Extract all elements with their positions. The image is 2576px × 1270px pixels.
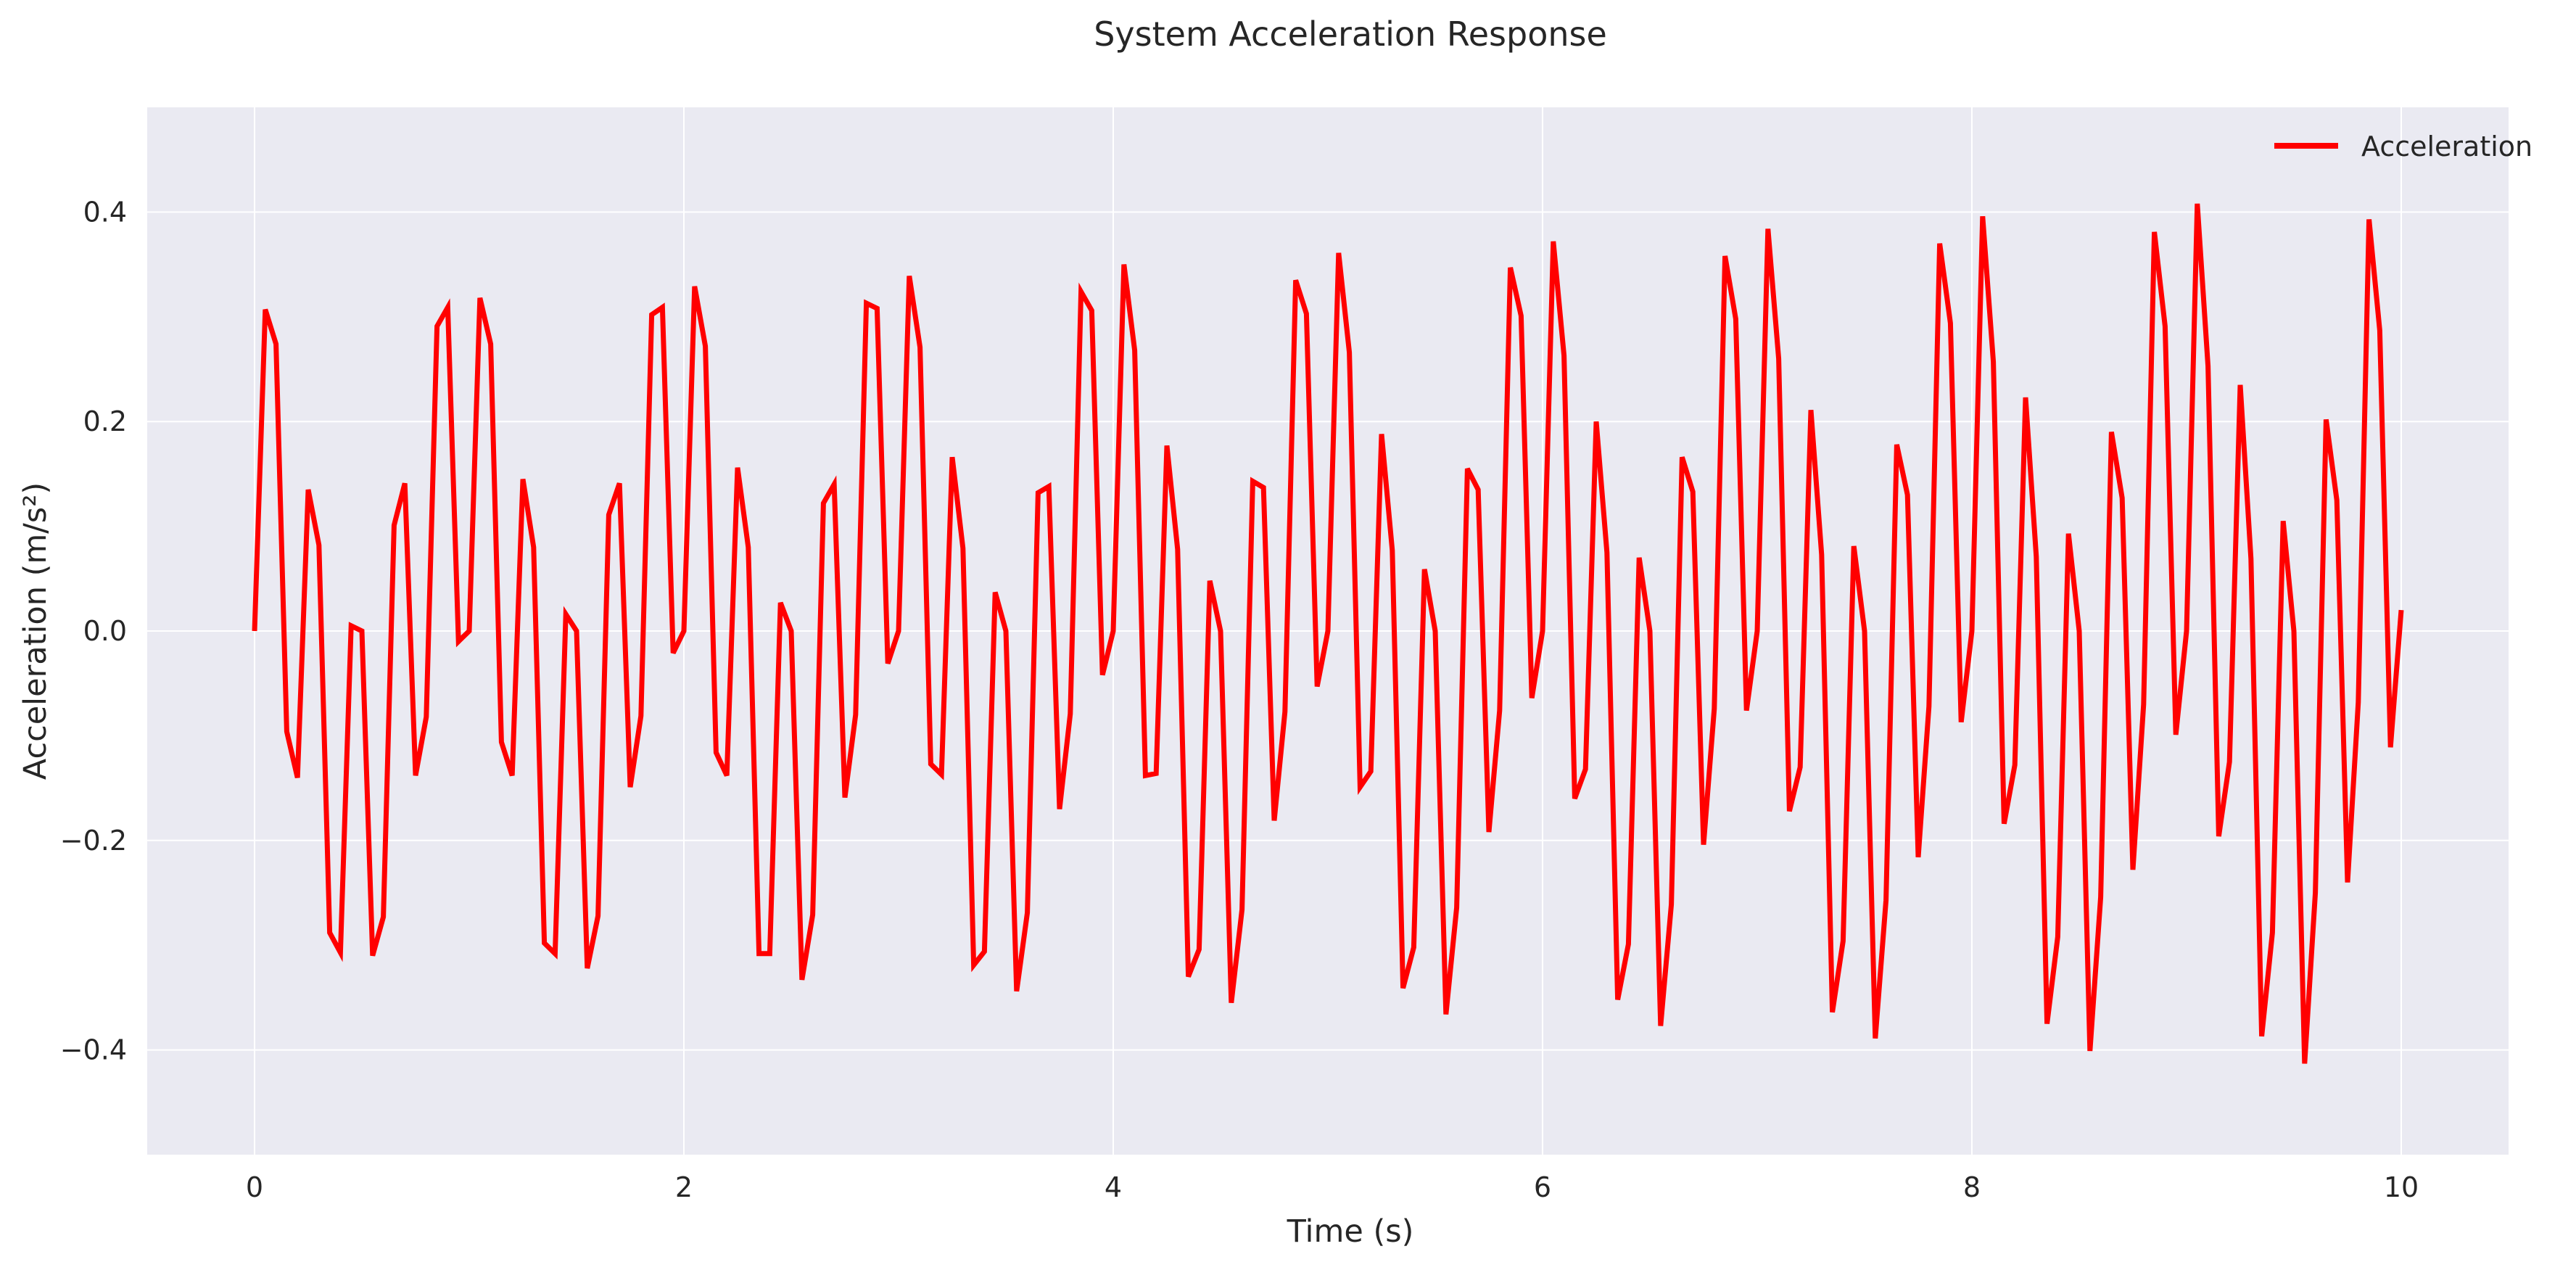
series-line-acceleration xyxy=(252,203,2404,1064)
x-tick-label: 0 xyxy=(246,1171,263,1203)
x-tick-label: 4 xyxy=(1105,1171,1122,1203)
y-axis-ticks: −0.4 −0.2 0.0 0.2 0.4 xyxy=(60,196,127,1065)
series-layer xyxy=(252,203,2404,1064)
x-tick-label: 8 xyxy=(1963,1171,1981,1203)
y-tick-label: 0.2 xyxy=(83,405,127,437)
legend: Acceleration xyxy=(2274,131,2532,162)
x-axis-label: Time (s) xyxy=(1287,1213,1414,1250)
x-tick-label: 6 xyxy=(1534,1171,1551,1203)
chart-title: System Acceleration Response xyxy=(1094,15,1607,54)
y-tick-label: −0.4 xyxy=(60,1034,127,1066)
x-tick-label: 10 xyxy=(2384,1171,2419,1203)
y-tick-label: −0.2 xyxy=(60,825,127,857)
x-axis-ticks: 0 2 4 6 8 10 xyxy=(246,1171,2419,1203)
y-tick-label: 0.0 xyxy=(83,615,127,647)
y-axis-label: Acceleration (m/s²) xyxy=(17,482,54,780)
x-tick-label: 2 xyxy=(675,1171,693,1203)
y-tick-label: 0.4 xyxy=(83,196,127,228)
legend-label-acceleration: Acceleration xyxy=(2361,131,2532,162)
